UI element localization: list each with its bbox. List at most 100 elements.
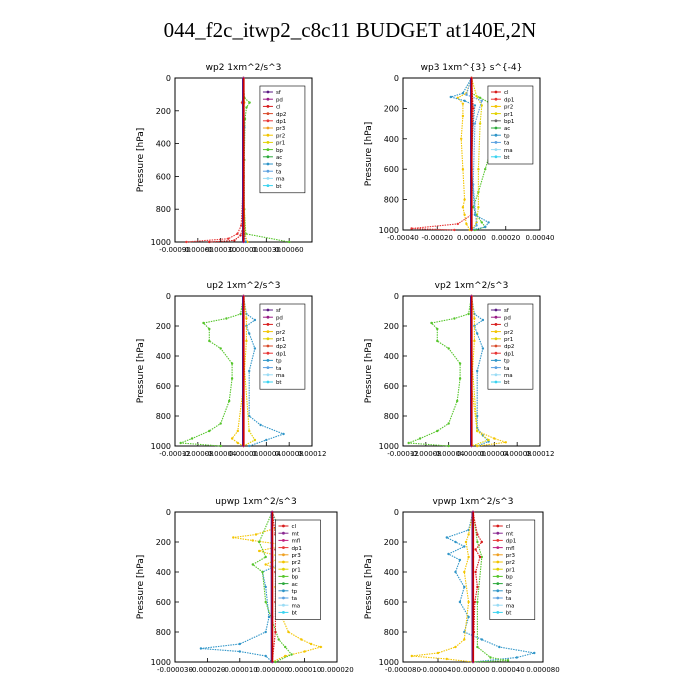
- series-line-tp: [200, 511, 300, 663]
- y-tick-label: 800: [156, 412, 171, 421]
- y-tick-label: 800: [156, 628, 171, 637]
- legend-label-bp: bp: [291, 575, 298, 581]
- data-point-tp: [458, 600, 462, 604]
- legend-label-sf: sf: [504, 308, 510, 314]
- legend-label-pr3: pr3: [291, 553, 301, 559]
- legend-marker-pd: [494, 315, 498, 319]
- data-point-pr2: [254, 533, 258, 536]
- legend-label-ta: ta: [276, 169, 282, 175]
- series-line-pr1: [470, 77, 483, 231]
- data-point-tp: [473, 104, 477, 107]
- legend-label-ac: ac: [276, 155, 282, 161]
- data-point-tp: [259, 423, 262, 427]
- legend-marker-pr2: [282, 560, 285, 564]
- legend-marker-ac: [266, 155, 270, 159]
- data-point-tp: [487, 221, 490, 224]
- data-point-ta: [480, 99, 483, 103]
- data-point-bp: [418, 437, 422, 440]
- data-point-pr1: [480, 104, 483, 107]
- y-tick-label: 400: [384, 135, 399, 144]
- data-point-pr2: [461, 168, 465, 171]
- legend-marker-pr1: [266, 337, 270, 341]
- legend-marker-sf: [494, 308, 498, 312]
- data-point-bp: [245, 106, 248, 109]
- data-point-bp: [251, 563, 254, 566]
- legend-label-tp: tp: [291, 589, 297, 595]
- data-point-tp: [264, 654, 267, 658]
- series-line-dp1: [186, 78, 245, 243]
- legend-marker-mfl: [282, 539, 285, 542]
- legend-marker-tp: [496, 589, 500, 593]
- data-point-tp: [476, 332, 479, 335]
- data-point-pr2: [463, 638, 466, 641]
- data-point-bp: [484, 168, 487, 171]
- legend-marker-cl: [494, 323, 498, 326]
- series-line-pr2: [456, 77, 473, 231]
- legend-label-ma: ma: [291, 603, 300, 609]
- legend-marker-ta: [494, 141, 498, 144]
- data-point-tp: [282, 432, 285, 436]
- legend-label-cl: cl: [276, 105, 281, 111]
- data-point-bp: [407, 441, 410, 445]
- legend-marker-dp2: [266, 344, 270, 348]
- data-point-bp: [476, 600, 479, 604]
- y-tick-label: 400: [156, 140, 171, 149]
- data-point-pr1: [476, 429, 479, 433]
- legend-marker-tp: [282, 589, 285, 593]
- legend-label-dp2: dp2: [504, 344, 514, 350]
- x-tick-label: 0.000020: [320, 666, 353, 674]
- y-tick-label: 400: [156, 568, 171, 577]
- legend-marker-mt: [496, 531, 500, 535]
- legend-marker-bt: [494, 380, 498, 384]
- legend-marker-pr2: [266, 330, 270, 333]
- data-point-pr2: [493, 437, 496, 440]
- legend-label-ma: ma: [276, 373, 285, 379]
- x-tick-label: 0.00008: [275, 450, 304, 458]
- data-point-bp: [208, 327, 211, 331]
- data-point-dp1: [236, 232, 239, 235]
- x-tick-label: -0.00008: [182, 450, 213, 458]
- legend-label-mfl: mfl: [506, 546, 515, 552]
- legend-marker-dp1: [282, 546, 285, 549]
- legend-label-pd: pd: [276, 315, 283, 321]
- data-point-bp: [258, 540, 261, 544]
- series-line-bp: [180, 295, 245, 447]
- y-tick-label: 1000: [151, 238, 171, 247]
- legend-label-bp1: bp1: [504, 119, 514, 125]
- legend-marker-sf: [266, 90, 270, 94]
- x-tick-label: -0.00004: [205, 450, 237, 458]
- data-point-ta: [465, 93, 468, 96]
- legend-marker-ta: [494, 366, 498, 369]
- x-tick-label: -0.000010: [222, 666, 258, 674]
- legend-marker-ma: [494, 373, 498, 377]
- y-tick-label: 0: [166, 292, 171, 301]
- y-tick-label: 200: [156, 322, 171, 331]
- legend-marker-dp1: [266, 351, 270, 355]
- data-point-tp: [454, 540, 457, 544]
- legend-label-ma: ma: [506, 603, 515, 609]
- y-tick-label: 400: [156, 352, 171, 361]
- y-tick-label: 600: [156, 382, 171, 391]
- data-point-cl: [274, 630, 277, 634]
- data-point-tp: [238, 650, 241, 653]
- data-point-cl: [478, 555, 482, 559]
- series-line-cl: [209, 78, 245, 243]
- data-point-pr2: [473, 317, 476, 320]
- figure-title: 044_f2c_itwp2_c8c11 BUDGET at140E,2N: [163, 18, 537, 42]
- legend-label-mfl: mfl: [291, 539, 300, 545]
- data-point-bp: [458, 362, 462, 365]
- data-point-tp: [248, 444, 251, 448]
- series-line-pr2: [231, 295, 247, 447]
- x-tick-label: 0.00000: [229, 246, 258, 254]
- data-point-tp: [253, 347, 257, 350]
- y-tick-label: 600: [156, 172, 171, 181]
- data-point-pr1: [478, 122, 482, 125]
- data-point-pr2: [445, 657, 448, 661]
- data-point-bp: [288, 240, 291, 244]
- data-point-pr2: [284, 654, 287, 658]
- data-point-bp: [447, 422, 450, 425]
- legend-marker-ma: [494, 148, 498, 152]
- legend-label-tp: tp: [504, 133, 510, 139]
- legend-marker-ac: [496, 582, 500, 585]
